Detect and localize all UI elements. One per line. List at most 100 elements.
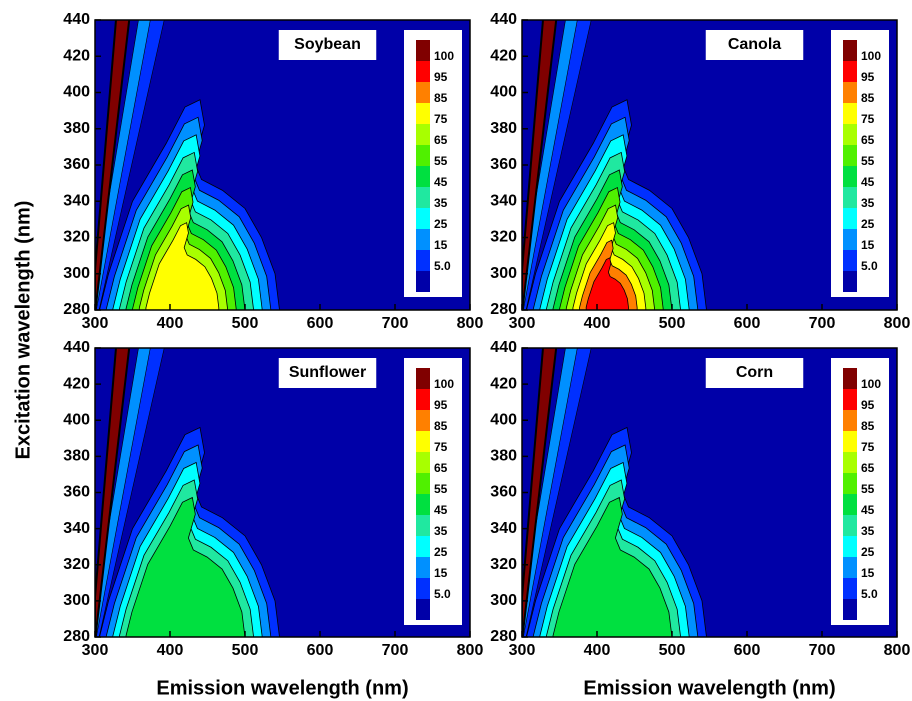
legend-label: 35	[434, 524, 448, 538]
legend-label: 85	[861, 91, 875, 105]
legend-label: 45	[861, 503, 875, 517]
legend-swatch	[416, 187, 430, 208]
x-tick-label: 800	[884, 315, 911, 332]
legend-swatch	[843, 557, 857, 578]
x-axis-label: Emission wavelength (nm)	[156, 677, 408, 699]
legend-swatch	[416, 473, 430, 494]
x-tick-label: 800	[457, 315, 484, 332]
legend-label: 15	[861, 238, 875, 252]
y-tick-label: 400	[63, 411, 90, 428]
legend-label: 15	[861, 566, 875, 580]
contour-region	[125, 496, 246, 637]
title-box	[705, 358, 804, 388]
legend-box	[404, 30, 462, 297]
y-tick-label: 280	[490, 301, 517, 318]
legend-swatch	[843, 271, 857, 292]
x-tick-label: 600	[307, 315, 334, 332]
legend-swatch	[416, 515, 430, 536]
legend-swatch	[416, 368, 430, 389]
legend-label: 65	[434, 461, 448, 475]
title-box	[705, 30, 804, 60]
legend-swatch	[416, 389, 430, 410]
legend-swatch	[843, 82, 857, 103]
legend-label: 5.0	[434, 587, 451, 601]
legend-label: 55	[861, 482, 875, 496]
contour-region	[522, 348, 578, 637]
x-tick-label: 400	[157, 315, 184, 332]
legend-swatch	[416, 578, 430, 599]
legend-swatch	[843, 229, 857, 250]
x-tick-label: 400	[584, 642, 611, 659]
legend-swatch	[843, 536, 857, 557]
legend-swatch	[416, 410, 430, 431]
y-tick-label: 280	[490, 628, 517, 645]
legend-label: 95	[434, 70, 448, 84]
legend-label: 55	[434, 482, 448, 496]
legend-swatch	[843, 368, 857, 389]
x-tick-label: 400	[157, 642, 184, 659]
y-tick-label: 440	[63, 339, 90, 356]
y-tick-label: 280	[63, 628, 90, 645]
y-tick-label: 320	[490, 229, 517, 246]
y-tick-label: 400	[63, 84, 90, 101]
legend-swatch	[843, 431, 857, 452]
contour-region	[585, 257, 629, 310]
legend-swatch	[843, 473, 857, 494]
y-tick-label: 360	[490, 484, 517, 501]
legend-swatch	[843, 187, 857, 208]
legend-label: 65	[434, 133, 448, 147]
x-tick-label: 600	[307, 642, 334, 659]
y-tick-label: 300	[490, 592, 517, 609]
legend-swatch	[843, 494, 857, 515]
x-tick-label: 300	[82, 315, 109, 332]
x-tick-label: 700	[809, 315, 836, 332]
legend-swatch	[416, 536, 430, 557]
scatter-band	[95, 20, 131, 310]
legend-label: 100	[861, 377, 881, 391]
panel-title: Soybean	[294, 36, 361, 53]
x-tick-label: 500	[232, 642, 259, 659]
x-tick-label: 800	[457, 642, 484, 659]
y-tick-label: 340	[63, 192, 90, 209]
legend-label: 55	[434, 154, 448, 168]
y-tick-label: 420	[63, 47, 90, 64]
legend-swatch	[416, 271, 430, 292]
y-tick-label: 380	[63, 448, 90, 465]
contour-region	[145, 222, 220, 310]
y-tick-label: 400	[490, 411, 517, 428]
y-tick-label: 420	[490, 47, 517, 64]
y-tick-label: 320	[63, 229, 90, 246]
x-axis-label: Emission wavelength (nm)	[583, 677, 835, 699]
x-tick-label: 500	[232, 315, 259, 332]
y-tick-label: 300	[63, 592, 90, 609]
legend-swatch	[843, 515, 857, 536]
y-tick-label: 380	[490, 448, 517, 465]
legend-label: 100	[861, 49, 881, 63]
y-tick-label: 340	[490, 192, 517, 209]
contour-region	[522, 20, 578, 310]
y-tick-label: 320	[490, 556, 517, 573]
legend-label: 5.0	[434, 259, 451, 273]
y-tick-label: 360	[490, 156, 517, 173]
title-box	[278, 358, 377, 388]
legend-box	[831, 358, 889, 625]
legend-swatch	[416, 145, 430, 166]
legend-label: 35	[861, 524, 875, 538]
y-tick-label: 360	[63, 484, 90, 501]
panel-title: Corn	[736, 364, 773, 381]
legend-swatch	[416, 431, 430, 452]
legend-label: 75	[861, 440, 875, 454]
y-tick-label: 360	[63, 156, 90, 173]
legend-swatch	[416, 103, 430, 124]
legend-swatch	[843, 166, 857, 187]
x-tick-label: 300	[82, 642, 109, 659]
legend-label: 75	[434, 112, 448, 126]
legend-label: 35	[861, 196, 875, 210]
y-tick-label: 440	[490, 11, 517, 28]
legend-label: 25	[434, 545, 448, 559]
scatter-band	[95, 348, 131, 637]
legend-swatch	[416, 452, 430, 473]
legend-label: 95	[434, 398, 448, 412]
x-tick-label: 700	[809, 642, 836, 659]
y-axis-label: Excitation wavelength (nm)	[12, 201, 34, 460]
